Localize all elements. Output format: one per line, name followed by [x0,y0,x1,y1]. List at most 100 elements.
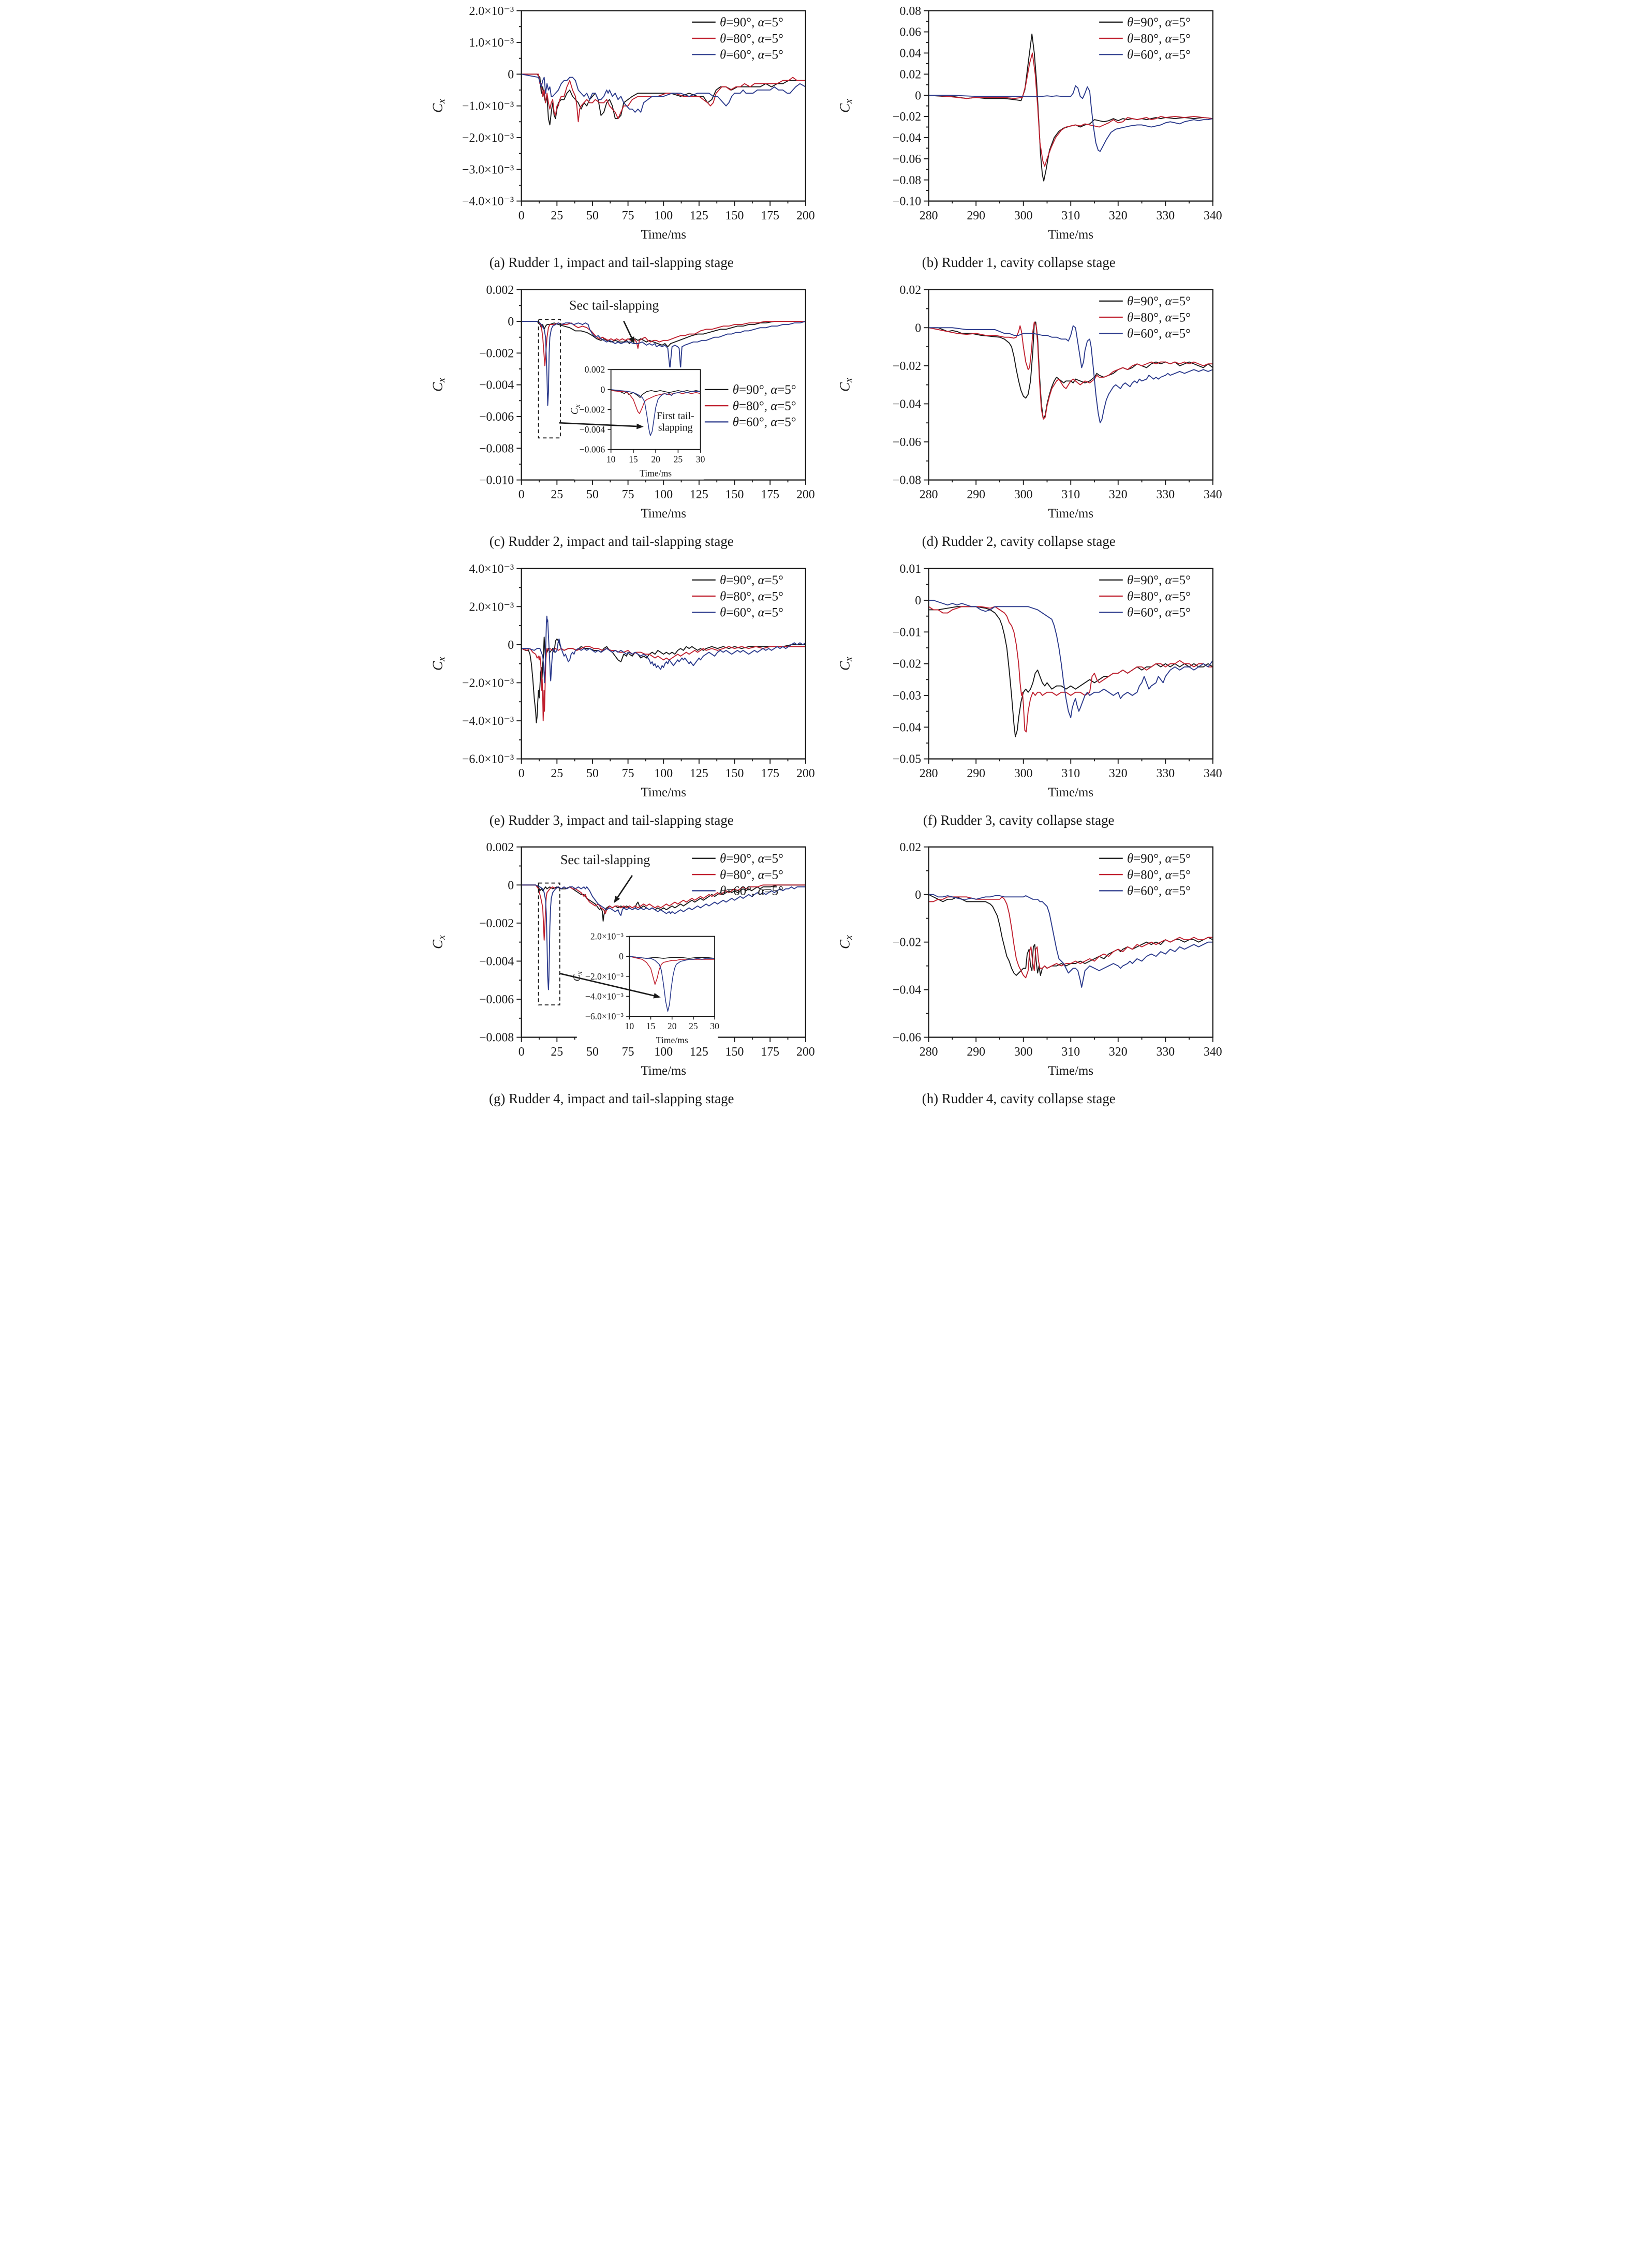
x-tick-label: 310 [1061,488,1080,501]
x-axis-label: Time/ms [641,228,686,242]
y-tick-label: −3.0×10⁻³ [462,163,513,176]
series-theta80 [521,646,806,721]
legend: θ=90°, α=5° θ=80°, α=5° θ=60°, α=5° [1099,16,1191,62]
x-axis-label: Time/ms [641,507,686,521]
y-tick-label: 0.02 [899,68,921,81]
x-tick-label: 290 [967,488,985,501]
y-tick-label: −0.004 [579,424,605,435]
axis-ticks [924,10,1213,206]
legend: θ=90°, α=5° θ=80°, α=5° θ=60°, α=5° [691,573,783,619]
x-tick-label: 10 [625,1021,634,1031]
panel-e: (e) Rudder 3, impact and tail-slapping s… [408,558,816,837]
legend-label-theta80: θ=80°, α=5° [1127,310,1191,324]
x-tick-label: 300 [1014,1045,1033,1059]
x-tick-label: 175 [761,209,779,223]
y-axis-label: Cx [429,657,447,671]
legend-label-theta90: θ=90°, α=5° [1127,852,1191,866]
axis-ticks [924,847,1213,1043]
y-tick-label: −2.0×10⁻³ [462,131,513,145]
y-tick-label: 2.0×10⁻³ [469,5,514,18]
series-theta60 [521,884,806,990]
series-group [928,321,1213,423]
x-tick-label: 280 [920,766,938,780]
y-tick-label: −0.02 [893,360,921,373]
series-theta80 [611,390,701,414]
series-group [928,894,1213,988]
x-tick-label: 320 [1109,488,1128,501]
series-theta80 [928,896,1213,979]
svg-text:Cx: Cx [429,99,447,113]
x-tick-label: 30 [710,1021,719,1031]
y-tick-label: −0.004 [479,379,514,392]
legend-label-theta90: θ=90°, α=5° [1127,573,1191,587]
y-axis-label: Cx [837,935,854,949]
y-tick-label: −0.02 [893,110,921,124]
legend-label-theta80: θ=80°, α=5° [1127,868,1191,882]
y-tick-label: −0.006 [579,444,605,455]
x-tick-label: 0 [518,1045,524,1059]
series-group [521,884,806,990]
x-tick-label: 320 [1109,1045,1128,1059]
annotation-text: Sec tail-slapping [569,298,659,313]
x-axis-label: Time/ms [1048,507,1094,521]
x-axis-label: Time/ms [641,1064,686,1078]
legend: θ=90°, α=5° θ=80°, α=5° θ=60°, α=5° [691,16,783,62]
series-group [928,599,1213,737]
svg-text:Cx: Cx [569,404,582,414]
y-tick-label: 0.04 [899,47,921,61]
legend: θ=90°, α=5° θ=80°, α=5° θ=60°, α=5° [704,383,796,429]
y-tick-label: −0.04 [893,984,921,997]
x-tick-label: 25 [551,1045,563,1059]
x-tick-label: 340 [1204,209,1222,223]
legend: θ=90°, α=5° θ=80°, α=5° θ=60°, α=5° [1099,852,1191,898]
x-tick-label: 75 [621,209,634,223]
y-tick-label: −0.04 [893,397,921,411]
legend-label-theta80: θ=80°, α=5° [732,399,796,413]
x-tick-label: 150 [725,1045,744,1059]
y-axis-label: Cx [429,935,447,949]
y-tick-label: −0.006 [479,994,514,1007]
x-tick-label: 310 [1061,1045,1080,1059]
y-tick-label: 0.002 [486,841,514,854]
figure-grid: (a) Rudder 1, impact and tail-slapping s… [407,0,1223,1116]
x-tick-label: 175 [761,488,779,501]
inset-note: First tail- [656,410,694,422]
legend-label-theta80: θ=80°, α=5° [720,32,783,46]
caption-f: (f) Rudder 3, cavity collapse stage [923,812,1115,828]
y-tick-label: 0 [619,952,624,962]
x-tick-label: 75 [621,766,634,780]
legend: θ=90°, α=5° θ=80°, α=5° θ=60°, α=5° [691,852,783,898]
series-theta60 [629,956,715,1012]
inset-background [574,367,704,480]
y-tick-label: −2.0×10⁻³ [585,971,623,982]
panel-c: (c) Rudder 2, impact and tail-slapping s… [408,279,816,558]
series-theta90 [521,320,806,347]
x-tick-label: 280 [920,1045,938,1059]
x-tick-label: 15 [646,1021,655,1031]
y-tick-label: 0.002 [486,284,514,297]
legend: θ=90°, α=5° θ=80°, α=5° θ=60°, α=5° [1099,294,1191,340]
series-theta80 [521,73,806,123]
y-tick-label: −4.0×10⁻³ [462,195,513,209]
y-tick-label: −1.0×10⁻³ [462,100,513,113]
chart-rudder3-collapse: (f) Rudder 3, cavity collapse stage 280 2… [837,562,1222,828]
y-tick-label: −0.06 [893,153,921,166]
x-tick-label: 300 [1014,209,1033,223]
y-tick-label: 4.0×10⁻³ [469,562,514,575]
x-tick-label: 280 [920,488,938,501]
chart-rudder2-impact: (c) Rudder 2, impact and tail-slapping s… [429,284,814,549]
y-tick-label: −0.004 [479,955,514,969]
inset-background [576,934,718,1047]
y-tick-label: 0.002 [584,364,605,375]
x-tick-label: 50 [586,488,599,501]
chart-rudder4-impact: (g) Rudder 4, impact and tail-slapping s… [429,841,814,1106]
y-tick-label: 0 [508,879,514,893]
caption-d: (d) Rudder 2, cavity collapse stage [922,533,1116,549]
y-tick-label: 0.01 [899,562,921,575]
y-tick-label: −0.05 [893,752,921,766]
x-axis-label: Time/ms [1048,228,1094,242]
y-tick-label: −0.02 [893,657,921,671]
x-tick-label: 175 [761,766,779,780]
svg-text:Cx: Cx [837,378,854,392]
legend-label-theta60: θ=60°, α=5° [720,884,783,898]
